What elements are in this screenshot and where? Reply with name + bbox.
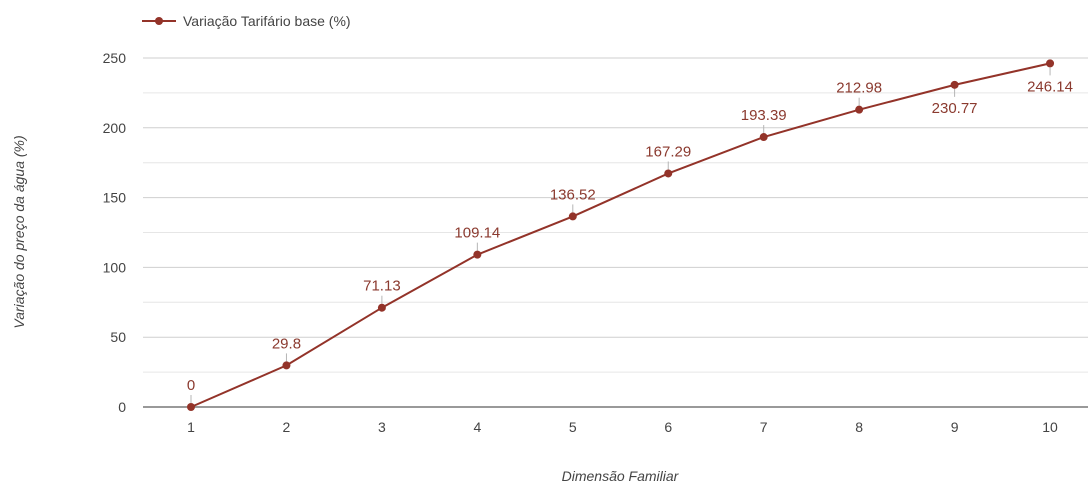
data-point[interactable] bbox=[664, 169, 673, 178]
data-point[interactable] bbox=[950, 80, 959, 89]
legend-label: Variação Tarifário base (%) bbox=[183, 13, 351, 29]
x-tick-label: 9 bbox=[951, 419, 959, 435]
data-label: 246.14 bbox=[1027, 78, 1073, 95]
data-point[interactable] bbox=[1046, 59, 1055, 68]
data-label: 109.14 bbox=[454, 225, 500, 242]
data-label: 167.29 bbox=[645, 143, 691, 160]
x-tick-label: 4 bbox=[473, 419, 481, 435]
data-label: 212.98 bbox=[836, 80, 882, 97]
series-layer: 0 29.8 71.13 109.14 136.52 167.29 193.39 212.98… bbox=[187, 59, 1073, 411]
x-axis-title: Dimensão Familiar bbox=[562, 468, 680, 482]
data-point[interactable] bbox=[473, 250, 482, 259]
x-tick-label: 3 bbox=[378, 419, 386, 435]
y-tick-label: 150 bbox=[103, 190, 127, 206]
data-point[interactable] bbox=[568, 212, 577, 221]
data-label: 193.39 bbox=[741, 107, 787, 124]
x-axis-ticks: 1 2 3 4 5 6 7 8 9 10 bbox=[187, 419, 1058, 435]
legend[interactable]: Variação Tarifário base (%) bbox=[142, 13, 351, 29]
y-axis-title: Variação do preço da água (%) bbox=[11, 135, 27, 328]
legend-marker-icon bbox=[155, 17, 163, 25]
x-tick-label: 2 bbox=[283, 419, 291, 435]
data-label: 0 bbox=[187, 377, 195, 394]
y-axis-ticks: 0 50 100 150 200 250 bbox=[103, 50, 127, 415]
y-tick-label: 0 bbox=[118, 399, 126, 415]
series-line bbox=[190, 62, 1051, 408]
x-tick-label: 10 bbox=[1042, 419, 1058, 435]
data-point[interactable] bbox=[855, 105, 864, 114]
data-label: 71.13 bbox=[363, 278, 401, 295]
data-point[interactable] bbox=[759, 133, 768, 142]
data-point[interactable] bbox=[187, 403, 195, 411]
data-point[interactable] bbox=[282, 361, 291, 370]
y-tick-label: 100 bbox=[103, 259, 127, 275]
data-label: 29.8 bbox=[272, 335, 301, 352]
y-tick-label: 250 bbox=[103, 50, 127, 66]
y-tick-label: 200 bbox=[103, 120, 127, 136]
data-label: 136.52 bbox=[550, 186, 596, 203]
x-tick-label: 7 bbox=[760, 419, 768, 435]
x-tick-label: 8 bbox=[855, 419, 863, 435]
x-tick-label: 5 bbox=[569, 419, 577, 435]
x-tick-label: 1 bbox=[187, 419, 195, 435]
y-tick-label: 50 bbox=[110, 329, 126, 345]
data-point[interactable] bbox=[377, 303, 386, 312]
data-label: 230.77 bbox=[932, 100, 978, 117]
x-tick-label: 6 bbox=[664, 419, 672, 435]
